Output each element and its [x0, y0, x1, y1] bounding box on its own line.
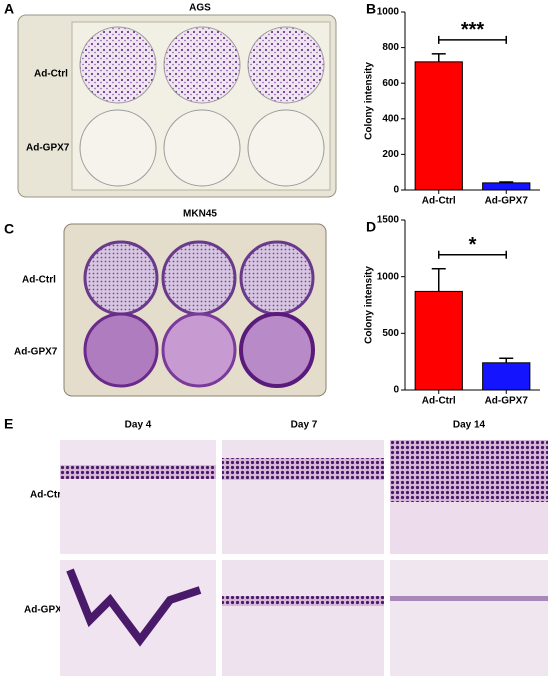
column-label: Day 7	[291, 420, 318, 431]
y-tick-label: 1000	[377, 7, 400, 18]
panel-title: MKN45	[183, 209, 217, 220]
row-label: Ad-GPX7	[24, 605, 68, 616]
y-tick-label: 500	[382, 328, 399, 339]
plate-photo	[63, 223, 327, 397]
column-label: Day 4	[125, 420, 152, 431]
y-tick-label: 600	[382, 78, 399, 89]
column-label: Day 14	[453, 420, 486, 431]
x-tick-label: Ad-GPX7	[485, 396, 529, 407]
y-tick-label: 200	[382, 149, 399, 160]
significance-bracket	[438, 35, 507, 44]
panel-letter: B	[366, 1, 376, 17]
row-label: Ad-GPX7	[26, 143, 70, 154]
row-label: Ad-Ctrl	[22, 275, 56, 286]
bar	[414, 61, 463, 191]
y-tick-label: 1000	[377, 271, 400, 282]
significance-label: *	[469, 234, 477, 256]
panel-letter: C	[4, 221, 14, 237]
bar	[482, 182, 531, 191]
y-tick-label: 800	[382, 42, 399, 53]
row-label: Ad-Ctrl	[30, 490, 64, 501]
significance-label: ***	[461, 19, 485, 41]
x-tick-label: Ad-Ctrl	[422, 196, 456, 207]
y-tick-label: 400	[382, 113, 399, 124]
bar	[482, 362, 531, 391]
histology-images	[60, 440, 548, 676]
significance-bracket	[438, 250, 507, 259]
panel-title: AGS	[189, 3, 211, 14]
y-tick-label: 1500	[377, 215, 400, 226]
y-axis-label: Colony intensity	[364, 62, 375, 140]
x-tick-label: Ad-Ctrl	[422, 396, 456, 407]
plate-photo	[17, 14, 337, 198]
panel-letter: E	[4, 416, 13, 432]
y-tick-label: 0	[393, 185, 399, 196]
y-tick-label: 0	[393, 385, 399, 396]
x-tick-label: Ad-GPX7	[485, 196, 529, 207]
y-axis-label: Colony intensity	[364, 266, 375, 344]
panel-letter: D	[366, 219, 376, 235]
row-label: Ad-GPX7	[14, 347, 58, 358]
panel-letter: A	[4, 1, 14, 17]
row-label: Ad-Ctrl	[34, 69, 68, 80]
bar	[414, 290, 463, 391]
